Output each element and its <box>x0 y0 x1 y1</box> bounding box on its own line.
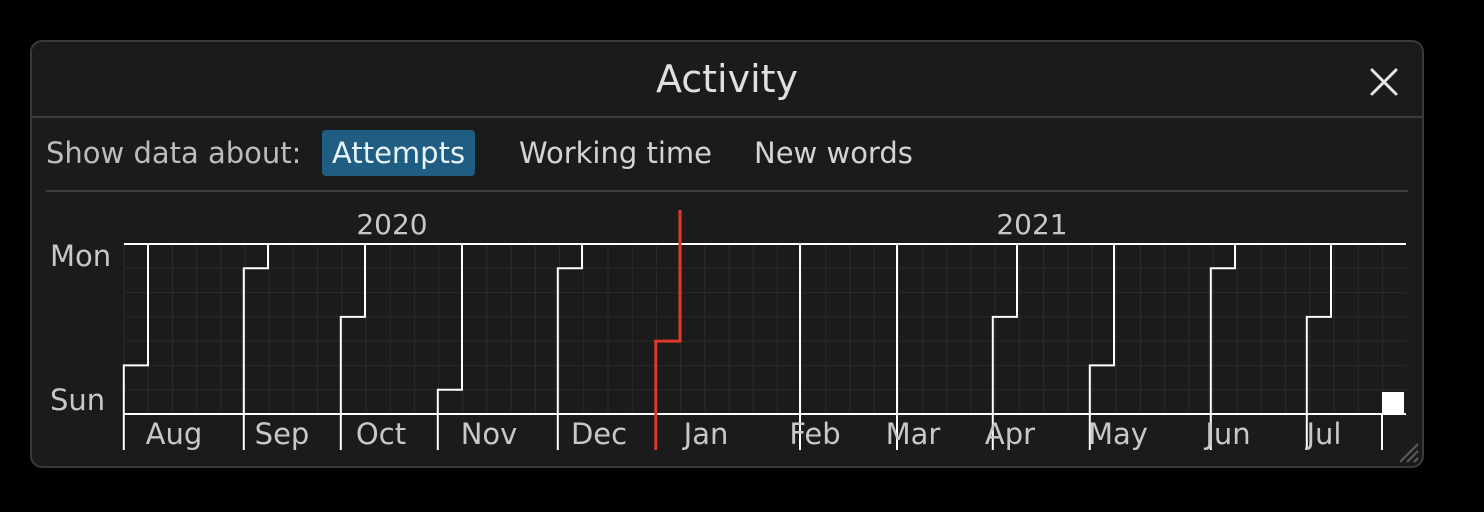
toolbar-divider <box>46 190 1408 192</box>
month-label: Sep <box>255 417 310 451</box>
close-button[interactable] <box>1366 64 1402 100</box>
year-label: 2021 <box>996 208 1067 241</box>
month-boundary-line <box>1305 244 1332 450</box>
month-boundary-line <box>242 244 269 450</box>
month-label: Jun <box>1203 417 1250 451</box>
month-label: Apr <box>985 417 1035 451</box>
month-boundary-line <box>436 244 463 450</box>
show-data-label: Show data about: <box>46 136 302 170</box>
window-title: Activity <box>655 57 799 101</box>
month-label: Aug <box>146 417 203 451</box>
day-label: Mon <box>50 239 111 273</box>
activity-window: Activity Show data about: Attempts Worki… <box>30 40 1424 468</box>
month-boundary-line <box>122 244 149 450</box>
month-boundary-line <box>556 244 583 450</box>
month-label: Feb <box>789 417 840 451</box>
today-cell <box>1382 392 1404 414</box>
month-boundary-line <box>991 244 1018 450</box>
option-attempts[interactable]: Attempts <box>322 130 476 176</box>
option-new-words[interactable]: New words <box>754 136 913 170</box>
title-bar: Activity <box>32 42 1422 118</box>
day-label: Sun <box>50 383 105 417</box>
month-label: Dec <box>571 417 627 451</box>
month-label: Oct <box>356 417 406 451</box>
activity-heatmap: Aug Sep Oct Nov Dec Jan Feb Mar Apr May Jun Jul 2020… <box>50 208 1406 451</box>
close-icon <box>1370 68 1398 96</box>
month-label: Jan <box>682 417 729 451</box>
month-label: May <box>1088 417 1148 451</box>
today-marker-line <box>654 210 682 450</box>
month-boundary-line <box>1088 244 1115 450</box>
year-label: 2020 <box>356 208 427 241</box>
resize-grip[interactable] <box>1392 436 1420 464</box>
month-boundary-line <box>1209 244 1236 450</box>
month-label: Mar <box>886 417 941 451</box>
option-working-time[interactable]: Working time <box>519 136 713 170</box>
resize-grip-icon <box>1399 443 1419 463</box>
month-label: Jul <box>1305 417 1342 451</box>
month-boundary-line <box>339 244 366 450</box>
month-label: Nov <box>461 417 518 451</box>
